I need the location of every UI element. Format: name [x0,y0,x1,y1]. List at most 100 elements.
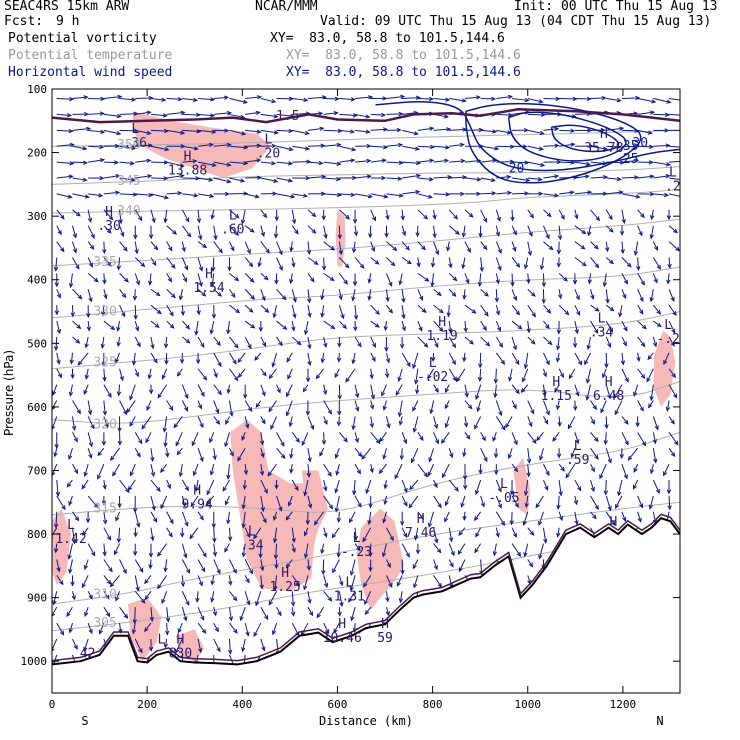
wind-vector-head [179,359,185,365]
wind-vector [103,479,106,489]
wind-vector-head [538,520,543,526]
wind-vector-head [202,375,208,381]
wind-vector [244,479,246,489]
wind-vector [668,495,671,510]
wind-vector [287,368,293,379]
wind-vector [135,193,153,196]
wind-vector-head [323,532,328,538]
wind-vector-head [569,190,575,195]
extremum-value: .59 [566,453,589,468]
wind-vector [323,225,327,239]
wind-vector [338,591,343,607]
theta-contour-label: 350 [117,138,140,153]
wind-vector-head [355,406,360,412]
wind-vector-head [461,264,466,270]
wind-vector-head [374,260,380,265]
wind-vector-head [479,267,484,273]
wind-vector [157,384,168,398]
wind-vector-head [463,422,469,428]
wind-vector-head [215,419,221,425]
wind-vector [650,464,654,474]
wind-vector-head [53,346,59,352]
wind-vector [141,416,152,429]
wind-vector [509,368,513,381]
wind-vector-head [75,339,81,344]
wind-vector-head [471,309,477,314]
wind-vector-head [135,280,140,286]
wind-vector-head [336,357,342,363]
wind-vector [276,288,287,300]
wind-vector-head [545,360,550,366]
wind-vector [258,257,262,267]
wind-vector-head [52,600,57,606]
wind-vector-head [211,129,217,134]
wind-vector [633,479,639,489]
wind-vector-head [423,472,428,478]
wind-vector [667,273,670,284]
wind-vector-head [193,146,199,151]
wind-vector [571,448,576,458]
wind-vector [385,273,393,287]
wind-vector-head [294,486,299,491]
wind-vector-head [209,329,214,335]
wind-vector-head [507,454,512,460]
wind-vector-head [506,174,512,180]
wind-vector-head [457,550,463,556]
wind-vector [554,384,560,392]
wind-vector [584,352,592,365]
wind-vector-head [52,425,56,430]
wind-vector-head [289,247,294,253]
wind-vector-head [509,490,515,496]
extremum-value: 1.54 [193,281,224,296]
wind-vector [301,432,309,446]
wind-vector [558,479,562,496]
wind-vector-head [102,484,107,490]
wind-vector [669,160,680,163]
low-marker: L [345,575,353,590]
wind-vector [627,447,639,461]
wind-vector-head [243,191,249,196]
wind-vector [433,225,436,238]
wind-vector [338,257,350,268]
wind-vector-head [564,310,570,316]
wind-vector-head [383,499,388,506]
wind-vector [222,479,230,492]
wind-vector-head [532,439,537,445]
wind-vector [480,192,496,195]
wind-vector [197,273,203,287]
wind-vector [291,607,295,616]
wind-vector-head [336,552,341,558]
wind-vector [511,320,522,330]
wind-vector-head [175,441,180,447]
wind-vector [244,225,255,233]
wind-vector [338,225,341,239]
wind-vector-head [131,360,137,366]
wind-vector-head [466,247,471,254]
wind-vector-head [382,405,387,411]
wind-vector-head [349,586,354,592]
wind-vector [540,257,544,270]
wind-vector [229,272,239,281]
wind-vector [381,384,387,396]
low-marker: L [131,122,139,137]
wind-vector [364,591,372,605]
wind-vector-head [177,191,183,196]
wind-vector [323,622,330,634]
wind-vector-head [474,424,479,430]
wind-vector [590,416,595,424]
wind-vector-head [639,297,644,303]
wind-vector [103,225,112,234]
wind-vector [480,495,485,507]
wind-vector-head [365,489,370,495]
wind-vector-head [675,246,680,252]
high-marker: H [205,267,213,282]
wind-vector [72,177,87,181]
wind-vector-head [655,488,660,495]
wind-vector-head [253,534,258,540]
wind-vector [213,622,219,632]
wind-vector-head [540,162,546,167]
wind-vector-head [383,194,389,199]
wind-vector-head [149,616,155,622]
wind-vector [590,209,600,221]
wind-vector-head [530,409,535,415]
